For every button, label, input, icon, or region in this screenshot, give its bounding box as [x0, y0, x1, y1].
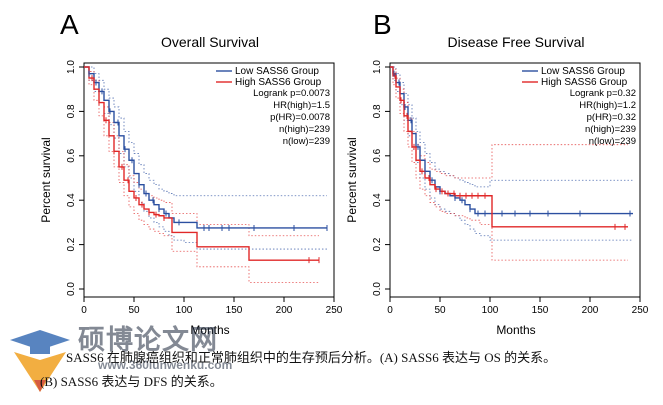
y-axis: 0.0 0.2 0.4 0.6 0.8 1.0 [372, 60, 390, 296]
x-axis-label: Months [496, 323, 535, 337]
stats-block: Logrank p=0.32 HR(high)=1.2 p(HR)=0.32 n… [570, 88, 636, 147]
y-axis-label: Percent survival [345, 137, 359, 222]
x-tick-label: 150 [226, 305, 243, 316]
plot-frame [389, 62, 641, 298]
y-tick-label: 0.6 [66, 148, 77, 162]
x-tick-label: 250 [326, 305, 343, 316]
legend: Low SASS6 Group High SASS6 Group [522, 66, 628, 88]
x-axis: 0 50 100 150 200 250 [387, 297, 649, 316]
y-tick-label: 0.0 [66, 282, 77, 296]
stat-n-low: n(low)=239 [589, 136, 636, 147]
ci-upper-low [84, 66, 327, 197]
y-tick-label: 1.0 [372, 60, 383, 74]
censor-marks [88, 70, 328, 264]
legend: Low SASS6 Group High SASS6 Group [216, 66, 322, 88]
stat-phr: p(HR)=0.0078 [270, 112, 330, 123]
x-tick-label: 50 [128, 305, 140, 316]
stat-n-high: n(high)=239 [585, 124, 636, 135]
stat-logrank: Logrank p=0.0073 [253, 88, 330, 99]
stat-phr: p(HR)=0.32 [587, 112, 636, 123]
panel-label: B [373, 9, 392, 40]
watermark-logo-icon [10, 330, 70, 392]
legend-label-low: Low SASS6 Group [541, 66, 625, 77]
x-tick-label: 150 [532, 305, 549, 316]
stat-n-high: n(high)=239 [279, 124, 330, 135]
watermark-text: 硕博论文网 [78, 325, 218, 356]
x-tick-label: 0 [387, 305, 393, 316]
plot-frame [83, 62, 335, 298]
panel-a: A Overall Survival Low SASS6 Group High … [39, 9, 343, 337]
chart-title: Overall Survival [161, 34, 259, 50]
y-tick-label: 0.8 [66, 104, 77, 118]
panel-b: B Disease Free Survival Low SASS6 Group … [345, 9, 649, 337]
x-tick-label: 50 [434, 305, 446, 316]
x-axis: 0 50 100 150 200 250 [81, 297, 343, 316]
x-tick-label: 0 [81, 305, 87, 316]
x-tick-label: 200 [582, 305, 599, 316]
plot-area: Low SASS6 Group High SASS6 Group Logrank… [66, 60, 343, 316]
stats-block: Logrank p=0.0073 HR(high)=1.5 p(HR)=0.00… [253, 88, 330, 147]
caption-line-2: (B) SASS6 表达与 DFS 的关系。 [40, 374, 223, 389]
y-tick-label: 0.4 [66, 193, 77, 207]
censor-marks [393, 70, 631, 230]
legend-label-low: Low SASS6 Group [235, 66, 319, 77]
x-axis-label: Months [190, 323, 229, 337]
curve-low [84, 66, 327, 229]
figure-caption: SASS6 在肺腺癌组织和正常肺组织中的生存预后分析。(A) SASS6 表达与… [40, 346, 660, 394]
watermark-url: www.360lunwenku.com [98, 358, 233, 372]
y-tick-label: 0.6 [372, 148, 383, 162]
stat-hr: HR(high)=1.2 [579, 100, 636, 111]
y-tick-label: 0.0 [372, 282, 383, 296]
stat-logrank: Logrank p=0.32 [570, 88, 636, 99]
stat-n-low: n(low)=239 [283, 136, 330, 147]
stat-hr: HR(high)=1.5 [273, 100, 330, 111]
y-tick-label: 0.2 [66, 237, 77, 251]
y-axis-label: Percent survival [39, 137, 53, 222]
chart-title: Disease Free Survival [448, 34, 585, 50]
y-tick-label: 0.8 [372, 104, 383, 118]
y-tick-label: 0.2 [372, 237, 383, 251]
ci-upper-high [390, 66, 628, 179]
y-tick-label: 1.0 [66, 60, 77, 74]
caption-line-1: SASS6 在肺腺癌组织和正常肺组织中的生存预后分析。(A) SASS6 表达与… [66, 350, 557, 365]
x-tick-label: 100 [176, 305, 193, 316]
panel-label: A [60, 9, 79, 40]
x-tick-label: 200 [276, 305, 293, 316]
plot-area: Low SASS6 Group High SASS6 Group Logrank… [372, 60, 649, 316]
legend-label-high: High SASS6 Group [541, 77, 628, 88]
legend-label-high: High SASS6 Group [235, 77, 322, 88]
x-tick-label: 250 [632, 305, 649, 316]
y-tick-label: 0.4 [372, 193, 383, 207]
ci-upper-high [84, 66, 319, 237]
x-tick-label: 100 [482, 305, 499, 316]
y-axis: 0.0 0.2 0.4 0.6 0.8 1.0 [66, 60, 84, 296]
